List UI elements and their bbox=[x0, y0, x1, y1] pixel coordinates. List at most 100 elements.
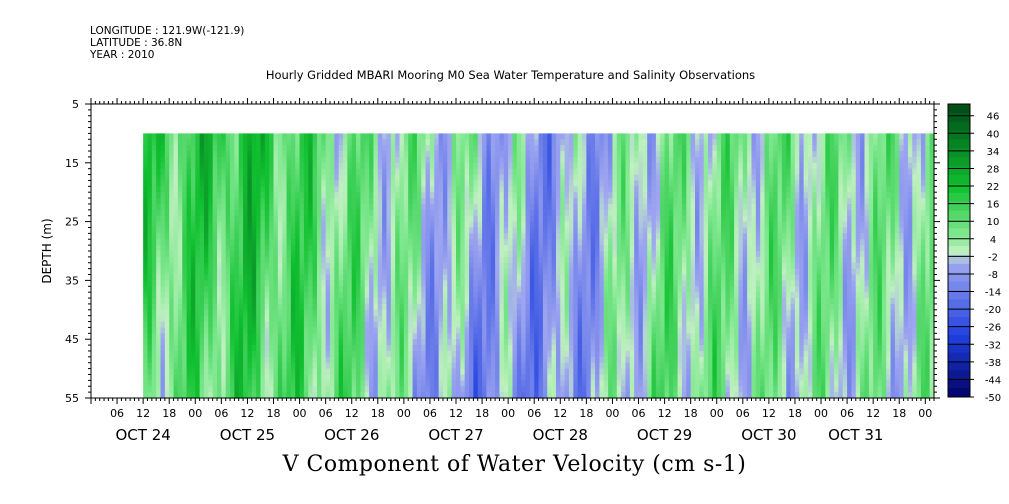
heatmap-cell bbox=[608, 392, 614, 399]
heatmap-cell bbox=[508, 174, 514, 182]
heatmap-cell bbox=[147, 156, 153, 164]
heatmap-cell bbox=[225, 303, 231, 311]
heatmap-cell bbox=[456, 251, 461, 258]
heatmap-cell bbox=[442, 368, 448, 376]
heatmap-cell bbox=[512, 333, 518, 340]
heatmap-cell bbox=[290, 380, 296, 387]
heatmap-cell bbox=[608, 356, 614, 364]
heatmap-cell bbox=[356, 286, 362, 293]
heatmap-cell bbox=[586, 274, 592, 281]
heatmap-cell bbox=[329, 392, 335, 399]
heatmap-cell bbox=[273, 356, 279, 364]
heatmap-cell bbox=[277, 333, 283, 340]
heatmap-cell bbox=[599, 245, 605, 252]
heatmap-cell bbox=[217, 186, 222, 193]
heatmap-cell bbox=[482, 203, 488, 211]
heatmap-cell bbox=[529, 162, 535, 170]
heatmap-cell bbox=[277, 133, 283, 140]
heatmap-cell bbox=[208, 362, 214, 370]
heatmap-cell bbox=[203, 151, 209, 158]
heatmap-cell bbox=[343, 215, 348, 223]
heatmap-cell bbox=[186, 174, 192, 182]
heatmap-cell bbox=[329, 180, 335, 187]
heatmap-cell bbox=[295, 368, 301, 376]
heatmap-cell bbox=[377, 221, 383, 229]
heatmap-cell bbox=[599, 180, 605, 187]
heatmap-cell bbox=[616, 303, 622, 311]
heatmap-cell bbox=[599, 174, 605, 182]
heatmap-cell bbox=[190, 292, 196, 299]
heatmap-cell bbox=[282, 274, 288, 281]
heatmap-cell bbox=[195, 233, 201, 240]
heatmap-cell bbox=[542, 280, 548, 287]
heatmap-cell bbox=[143, 174, 149, 182]
heatmap-cell bbox=[403, 221, 409, 229]
heatmap-cell bbox=[551, 315, 557, 323]
heatmap-cell bbox=[169, 145, 175, 152]
heatmap-cell bbox=[386, 386, 392, 393]
heatmap-cell bbox=[316, 268, 322, 276]
heatmap-cell bbox=[477, 215, 483, 223]
heatmap-cell bbox=[447, 274, 453, 281]
heatmap-cell bbox=[199, 327, 205, 334]
heatmap-cell bbox=[312, 345, 318, 352]
heatmap-cell bbox=[429, 215, 435, 223]
heatmap-cell bbox=[403, 227, 409, 234]
heatmap-cell bbox=[486, 133, 492, 140]
heatmap-cell bbox=[412, 262, 418, 270]
heatmap-cell bbox=[277, 303, 283, 311]
heatmap-cell bbox=[612, 315, 618, 323]
heatmap-cell bbox=[542, 368, 548, 376]
heatmap-cell bbox=[364, 174, 370, 182]
heatmap-cell bbox=[442, 174, 448, 182]
heatmap-cell bbox=[382, 168, 388, 176]
heatmap-cell bbox=[582, 374, 587, 381]
heatmap-cell bbox=[329, 380, 335, 387]
heatmap-cell bbox=[451, 151, 457, 158]
heatmap-cell bbox=[173, 198, 179, 205]
heatmap-cell bbox=[143, 339, 149, 346]
heatmap-cell bbox=[577, 327, 583, 334]
heatmap-cell bbox=[382, 356, 388, 364]
heatmap-cell bbox=[364, 227, 370, 234]
heatmap-cell bbox=[308, 368, 314, 376]
heatmap-cell bbox=[217, 251, 222, 258]
heatmap-cell bbox=[442, 315, 448, 323]
heatmap-cell bbox=[416, 227, 422, 234]
heatmap-cell bbox=[573, 251, 579, 258]
heatmap-cell bbox=[573, 309, 579, 317]
heatmap-cell bbox=[595, 356, 601, 364]
heatmap-cell bbox=[160, 162, 166, 170]
heatmap-cell bbox=[395, 162, 401, 170]
heatmap-cell bbox=[547, 174, 553, 182]
heatmap-cell bbox=[516, 209, 522, 217]
heatmap-cell bbox=[321, 268, 327, 276]
heatmap-cell bbox=[442, 345, 448, 352]
heatmap-cell bbox=[173, 280, 179, 287]
heatmap-cell bbox=[243, 321, 249, 329]
heatmap-cell bbox=[403, 274, 409, 281]
heatmap-cell bbox=[577, 174, 583, 182]
heatmap-cell bbox=[616, 286, 622, 293]
heatmap-cell bbox=[508, 309, 514, 317]
heatmap-cell bbox=[264, 139, 270, 146]
heatmap-cell bbox=[269, 303, 275, 311]
heatmap-cell bbox=[547, 309, 553, 317]
heatmap-cell bbox=[329, 286, 335, 293]
heatmap-cell bbox=[529, 298, 535, 305]
heatmap-cell bbox=[251, 380, 257, 387]
heatmap-cell bbox=[347, 274, 353, 281]
heatmap-cell bbox=[195, 168, 201, 176]
heatmap-cell bbox=[447, 386, 453, 393]
heatmap-cell bbox=[164, 245, 170, 252]
heatmap-cell bbox=[547, 180, 553, 187]
heatmap-cell bbox=[434, 174, 440, 182]
heatmap-cell bbox=[442, 156, 448, 164]
heatmap-cell bbox=[347, 362, 353, 370]
heatmap-cell bbox=[586, 145, 592, 152]
heatmap-cell bbox=[234, 350, 240, 358]
heatmap-cell bbox=[277, 321, 283, 329]
heatmap-cell bbox=[438, 256, 444, 264]
heatmap-cell bbox=[217, 309, 222, 317]
heatmap-cell bbox=[469, 186, 474, 193]
